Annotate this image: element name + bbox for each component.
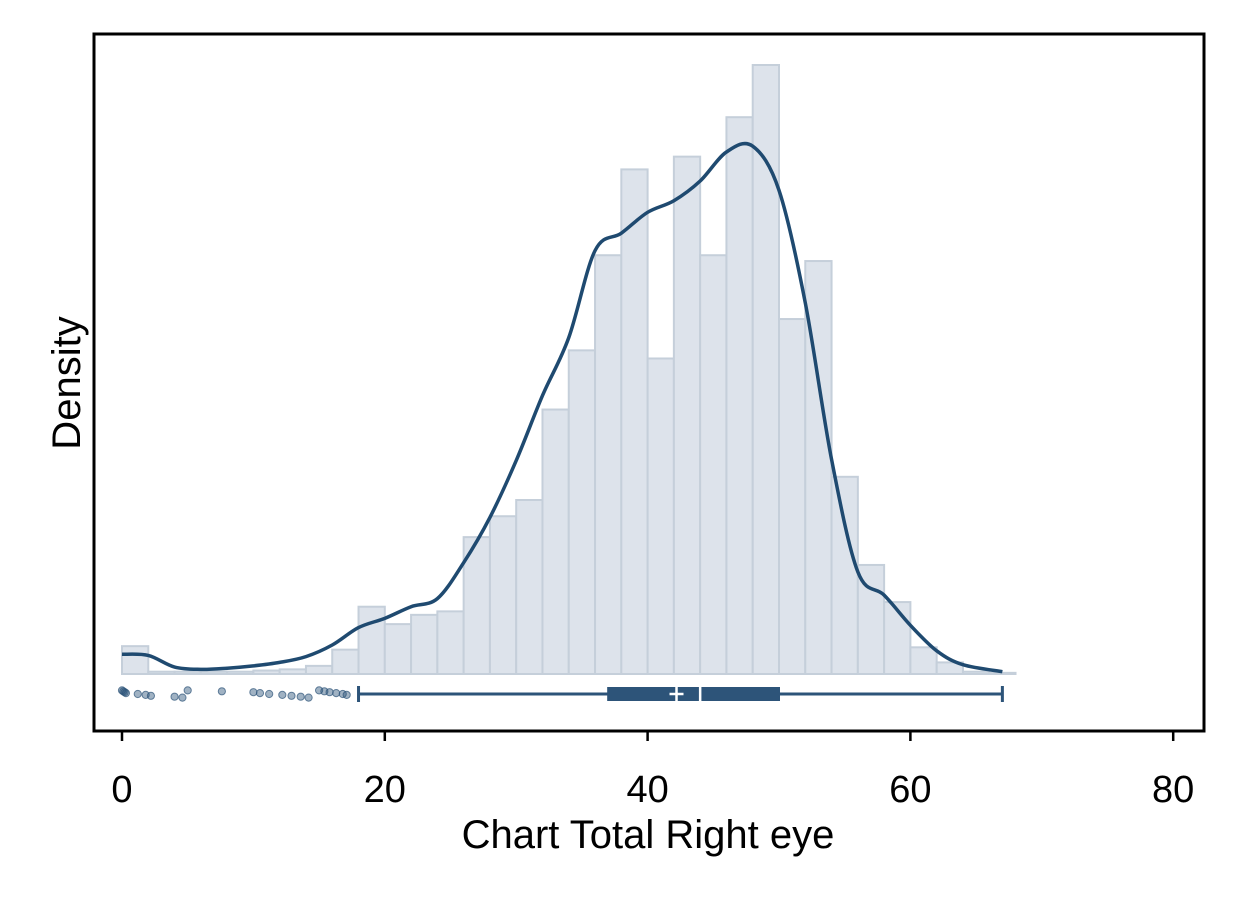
histogram-bar	[751, 64, 780, 675]
histogram-bar	[147, 670, 176, 675]
histogram-bar	[226, 670, 255, 675]
histogram-bar	[173, 670, 202, 675]
histogram-bar	[725, 116, 754, 675]
outlier-point	[170, 692, 179, 701]
histogram-bar	[410, 613, 439, 676]
outlier-point	[255, 689, 265, 698]
x-tick-label: 80	[1152, 769, 1194, 811]
outlier-point	[146, 691, 156, 700]
box-plot	[357, 686, 1004, 702]
outlier-point	[304, 693, 313, 702]
outlier-point	[133, 689, 142, 699]
outlier-point	[325, 688, 334, 697]
plot-frame	[92, 32, 1206, 733]
x-tick-label: 20	[364, 769, 406, 811]
x-tick-label: 60	[889, 769, 931, 811]
histogram-bar	[383, 623, 413, 675]
histogram-bar	[567, 349, 597, 675]
x-axis-title: Chart Total Right eye	[462, 813, 835, 857]
histogram-bar	[778, 318, 807, 675]
outlier-point	[217, 687, 226, 696]
histogram-bar	[357, 605, 386, 675]
x-axis-ticks: 0 20 40 60 80	[111, 731, 1194, 811]
histogram-bar	[594, 254, 623, 676]
histogram-bar	[672, 155, 702, 675]
histogram-bar	[278, 668, 307, 675]
outlier-point	[121, 689, 131, 698]
outlier-point	[183, 686, 192, 695]
outlier-point	[249, 688, 258, 697]
histogram-bar	[909, 646, 938, 676]
x-tick-label: 40	[626, 769, 668, 811]
box-iqr	[607, 687, 780, 701]
histogram-bar	[646, 357, 675, 675]
histogram-bar	[199, 670, 229, 675]
outlier-point	[178, 693, 187, 702]
histogram-bar	[883, 601, 912, 676]
histogram-bar	[436, 610, 465, 675]
x-tick-label: 0	[111, 769, 132, 811]
histogram-bar	[961, 670, 991, 675]
histogram-bar	[541, 408, 570, 675]
histogram-bar	[515, 499, 544, 675]
histogram-bar	[462, 536, 491, 675]
histogram-bar	[304, 664, 334, 676]
histogram-bars	[121, 64, 1017, 676]
outlier-point	[342, 690, 351, 700]
density-curve-layer	[121, 141, 1003, 674]
histogram-bar	[935, 661, 964, 676]
outlier-point	[265, 689, 274, 699]
outlier-point	[287, 691, 296, 700]
density-curve	[121, 141, 1003, 674]
outlier-point	[278, 690, 287, 700]
histogram-bar	[620, 168, 649, 675]
outlier-point	[296, 692, 305, 701]
histogram-bar	[988, 671, 1017, 676]
histogram-bar	[121, 645, 150, 675]
histogram-bar	[830, 475, 859, 675]
outlier-point	[332, 689, 341, 698]
histogram-bar	[488, 515, 518, 675]
outlier-points	[117, 686, 351, 702]
histogram-bar	[252, 669, 281, 676]
y-axis-title: Density	[45, 316, 89, 449]
histogram-bar	[699, 254, 728, 676]
histogram-bar	[331, 648, 360, 676]
